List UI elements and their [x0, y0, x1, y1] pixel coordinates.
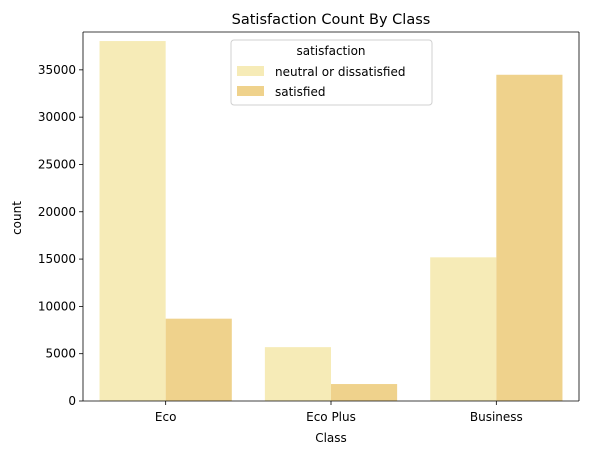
- legend-label-1: satisfied: [275, 85, 325, 99]
- bar-eco-series-1: [165, 318, 232, 401]
- y-tick-label: 10000: [38, 299, 76, 313]
- y-tick-label: 0: [68, 394, 76, 408]
- y-tick-label: 5000: [45, 347, 76, 361]
- x-tick-label: Eco: [155, 410, 177, 424]
- bar-business-series-1: [496, 74, 563, 402]
- y-tick-label: 25000: [38, 157, 76, 171]
- y-tick-label: 35000: [38, 63, 76, 77]
- bars-group: [99, 41, 563, 402]
- legend: satisfaction neutral or dissatisfied satis…: [230, 39, 433, 106]
- x-tick-label: Business: [470, 410, 523, 424]
- y-axis-label: count: [10, 201, 24, 235]
- legend-box: [230, 39, 433, 106]
- y-tick-label: 15000: [38, 252, 76, 266]
- legend-swatch-0: [237, 66, 264, 76]
- chart-title: Satisfaction Count By Class: [232, 12, 431, 28]
- legend-label-0: neutral or dissatisfied: [275, 65, 405, 79]
- axes-group: 0 5000 10000 15000 20000 25000 30000 35000 Eco Ec…: [38, 31, 580, 424]
- bar-eco-series-0: [99, 41, 166, 402]
- legend-title: satisfaction: [296, 44, 365, 58]
- x-axis-label: Class: [315, 431, 347, 445]
- bar-business-series-0: [430, 257, 497, 401]
- legend-swatch-1: [237, 86, 264, 96]
- x-tick-label: Eco Plus: [306, 410, 356, 424]
- y-tick-label: 30000: [38, 110, 76, 124]
- y-tick-label: 20000: [38, 205, 76, 219]
- bar-eco-plus-series-0: [264, 347, 331, 401]
- bar-eco-plus-series-1: [331, 384, 398, 401]
